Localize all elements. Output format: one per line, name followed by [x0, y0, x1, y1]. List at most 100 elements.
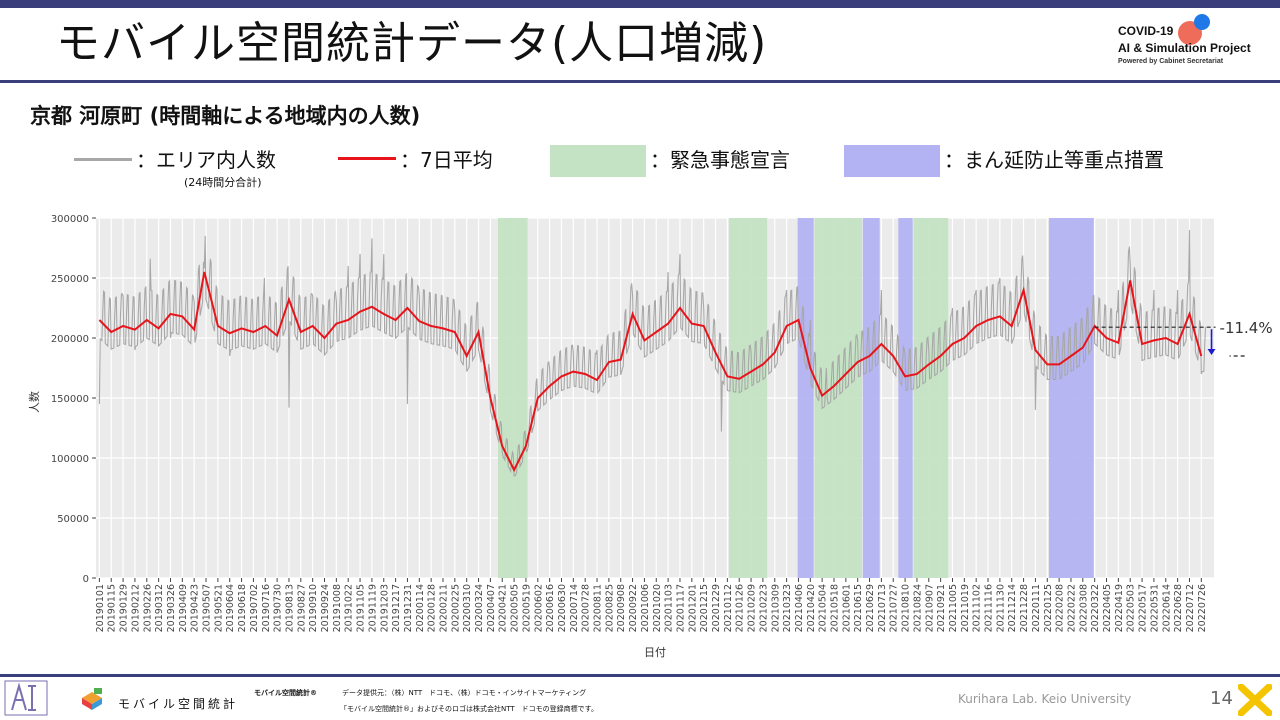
x-tick-label: 20200908 [616, 584, 627, 632]
emergency-band [729, 218, 768, 578]
x-tick-label: 20210223 [758, 584, 769, 632]
y-tick-label: 150000 [51, 394, 89, 405]
area-population-line [98, 229, 1207, 477]
chart-legend: ：エリア内人数 (24時間分合計) ：7日平均 ：緊急事態宣言 ：まん延防止等重… [0, 140, 1280, 190]
x-tick-label: 20200505 [510, 584, 521, 632]
x-tick-label: 20200630 [557, 584, 568, 632]
x-tick-label: 20201229 [711, 584, 722, 632]
x-tick-label: 20210112 [723, 584, 734, 632]
x-tick-label: 20210504 [818, 584, 829, 632]
x-tick-label: 20201006 [640, 584, 651, 632]
x-tick-label: 20200519 [521, 584, 532, 632]
footer-data-source: データ提供元：（株）NTT ドコモ、（株）ドコモ・インサイトマーケティング [342, 689, 587, 697]
y-tick-label: 0 [83, 574, 89, 585]
x-tick-label: 20211019 [960, 584, 971, 632]
seven-day-average-line [98, 271, 1203, 473]
ai-logo-icon [4, 680, 48, 716]
legend-emergency-swatch [550, 145, 646, 177]
x-tick-label: 20200616 [545, 584, 556, 632]
legend-area-swatch [74, 158, 132, 161]
footer-credit: Kurihara Lab. Keio University [958, 692, 1132, 706]
x-tick-label: 20210713 [877, 584, 888, 632]
x-tick-label: 20220503 [1126, 584, 1137, 632]
x-tick-label: 20200114 [415, 584, 426, 632]
x-tick-label: 20220125 [1043, 584, 1054, 632]
x-tick-label: 20190716 [261, 584, 272, 632]
x-tick-label: 20220517 [1138, 584, 1149, 632]
x-tick-label: 20211005 [948, 584, 959, 632]
footer-trademark: 「モバイル空間統計®」およびそのロゴは株式会社NTT ドコモの登録商標です。 [340, 705, 598, 713]
semi-emergency-band [862, 218, 880, 578]
x-tick-label: 20200310 [462, 584, 473, 632]
x-tick-label: 20200421 [498, 584, 509, 632]
top-accent-bar [0, 0, 1280, 8]
x-tick-label: 20210406 [794, 584, 805, 632]
x-tick-label: 20211116 [984, 584, 995, 632]
page-number: 14 [1210, 688, 1233, 709]
x-tick-label: 20211228 [1019, 584, 1030, 632]
semi-emergency-band [898, 218, 913, 578]
x-tick-label: 20190910 [308, 584, 319, 632]
x-tick-label: 20190521 [213, 584, 224, 632]
legend-avg-label: ：7日平均 [400, 148, 493, 172]
x-tick-label: 20211130 [995, 584, 1006, 632]
x-tick-label: 20210907 [924, 584, 935, 632]
x-tick-label: 20200407 [486, 584, 497, 632]
x-axis-label: 日付 [644, 646, 666, 659]
x-tick-label: 20200324 [474, 584, 485, 632]
x-tick-label: 20201117 [675, 584, 686, 632]
x-tick-label: 20210209 [747, 584, 758, 632]
footer-divider [0, 674, 1280, 677]
annotation-arrow-head [1207, 349, 1216, 355]
x-tick-label: 20190924 [320, 584, 331, 632]
legend-area-note: (24時間分合計) [184, 176, 262, 189]
x-tick-label: 20220614 [1161, 584, 1172, 632]
x-tick-label: 20191231 [403, 584, 414, 632]
x-tick-label: 20220531 [1149, 584, 1160, 632]
x-tick-label: 20190702 [249, 584, 260, 632]
x-tick-label: 20210309 [770, 584, 781, 632]
x-tick-label: 20220726 [1197, 584, 1208, 632]
x-tick-label: 20200225 [450, 584, 461, 632]
x-tick-label: 20200211 [438, 584, 449, 632]
x-tick-label: 20190730 [273, 584, 284, 632]
legend-area-label: ：エリア内人数 [136, 148, 276, 172]
page-title: モバイル空間統計データ(人口増減) [56, 18, 768, 69]
x-tick-label: 20191022 [344, 584, 355, 632]
logo-line2: AI & Simulation Project [1118, 41, 1251, 55]
semi-emergency-band [797, 218, 814, 578]
y-tick-label: 50000 [57, 514, 89, 525]
x-tick-label: 20220419 [1114, 584, 1125, 632]
x-tick-label: 20190604 [225, 584, 236, 632]
x-tick-label: 20211102 [972, 584, 983, 632]
x-tick-label: 20210629 [865, 584, 876, 632]
x-tick-label: 20190212 [130, 584, 141, 632]
x-tick-label: 20190507 [202, 584, 213, 632]
x-tick-label: 20211214 [1007, 584, 1018, 632]
x-tick-label: 20190129 [119, 584, 130, 632]
mobile-stats-brand: モバイル空間統計 [118, 697, 239, 711]
mobile-stats-logo-icon [82, 688, 102, 710]
x-tick-label: 20190618 [237, 584, 248, 632]
x-tick-label: 20191119 [367, 584, 378, 632]
x-tick-label: 20201103 [664, 584, 675, 632]
emergency-band [913, 218, 949, 578]
x-tick-label: 20220628 [1173, 584, 1184, 632]
x-tick-label: 20220405 [1102, 584, 1113, 632]
x-tick-label: 20191217 [391, 584, 402, 632]
x-tick-label: 20200602 [533, 584, 544, 632]
legend-semi-swatch [844, 145, 940, 177]
y-tick-label: 300000 [51, 214, 89, 225]
x-tick-label: 20201215 [699, 584, 710, 632]
x-tick-label: 20220308 [1078, 584, 1089, 632]
x-tick-label: 20210420 [806, 584, 817, 632]
footer-reg-mark: モバイル空間統計® [254, 689, 317, 697]
legend-avg-swatch [338, 157, 396, 160]
x-tick-label: 20210727 [889, 584, 900, 632]
x-tick-label: 20210323 [782, 584, 793, 632]
x-tick-label: 20190409 [178, 584, 189, 632]
x-tick-label: 20190226 [142, 584, 153, 632]
y-tick-label: 250000 [51, 274, 89, 285]
x-tick-label: 20190423 [190, 584, 201, 632]
y-tick-label: 200000 [51, 334, 89, 345]
